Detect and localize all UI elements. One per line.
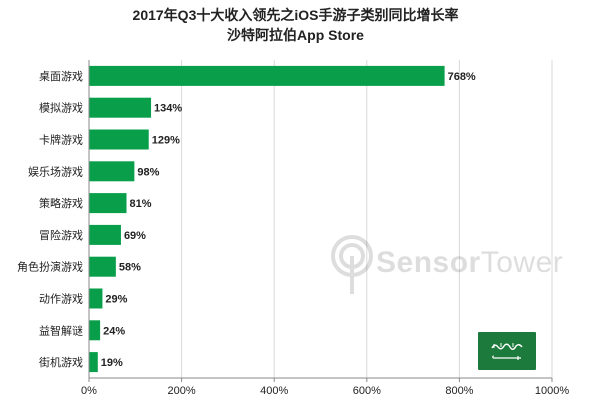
x-tick-label: 600% (353, 385, 381, 397)
bar (89, 161, 135, 182)
category-label: 街机游戏 (39, 355, 83, 369)
value-label: 24% (103, 325, 125, 337)
x-tick-label: 400% (260, 385, 288, 397)
flag-sword-icon (492, 355, 521, 360)
bar (89, 97, 152, 118)
category-label: 桌面游戏 (39, 70, 83, 83)
value-label: 98% (137, 166, 159, 178)
category-label: 卡牌游戏 (39, 133, 83, 147)
bar (89, 320, 101, 341)
category-label: 益智解谜 (39, 323, 83, 337)
chart-subtitle: 沙特阿拉伯App Store (227, 27, 364, 43)
category-label: 角色扮演游戏 (17, 260, 83, 274)
chart-title: 2017年Q3十大收入领先之iOS手游子类别同比增长率 (132, 7, 459, 23)
x-tick-label: 800% (445, 385, 473, 397)
sensortower-logo-icon (331, 235, 373, 294)
category-label: 冒险游戏 (39, 228, 83, 242)
value-label: 58% (119, 262, 141, 274)
bar (89, 288, 103, 309)
bar (89, 256, 116, 277)
sensortower-watermark-text: SensorTower (376, 246, 563, 280)
value-label: 69% (124, 230, 146, 242)
bar (89, 129, 149, 150)
x-tick-label: 1000% (535, 385, 569, 397)
value-label: 768% (448, 71, 476, 83)
value-label: 134% (154, 103, 182, 115)
bar (89, 193, 127, 214)
sensortower-watermark: SensorTower (330, 234, 563, 304)
value-label: 81% (130, 198, 152, 210)
bar (89, 65, 445, 86)
x-tick-label: 200% (168, 385, 196, 397)
bar (89, 224, 121, 245)
category-label: 动作游戏 (39, 293, 83, 306)
category-label: 模拟游戏 (39, 101, 83, 115)
category-label: 娱乐场游戏 (28, 164, 83, 178)
bar (89, 352, 98, 373)
watermark-text-regular: Tower (480, 246, 564, 279)
category-label: 策略游戏 (39, 196, 83, 210)
value-label: 29% (105, 294, 127, 306)
x-tick-label: 0% (81, 385, 97, 397)
value-label: 19% (101, 357, 123, 369)
saudi-arabia-flag-icon (478, 332, 536, 370)
flag-script-icon (491, 343, 523, 350)
watermark-text-bold: Sensor (376, 246, 481, 279)
value-label: 129% (152, 135, 180, 147)
